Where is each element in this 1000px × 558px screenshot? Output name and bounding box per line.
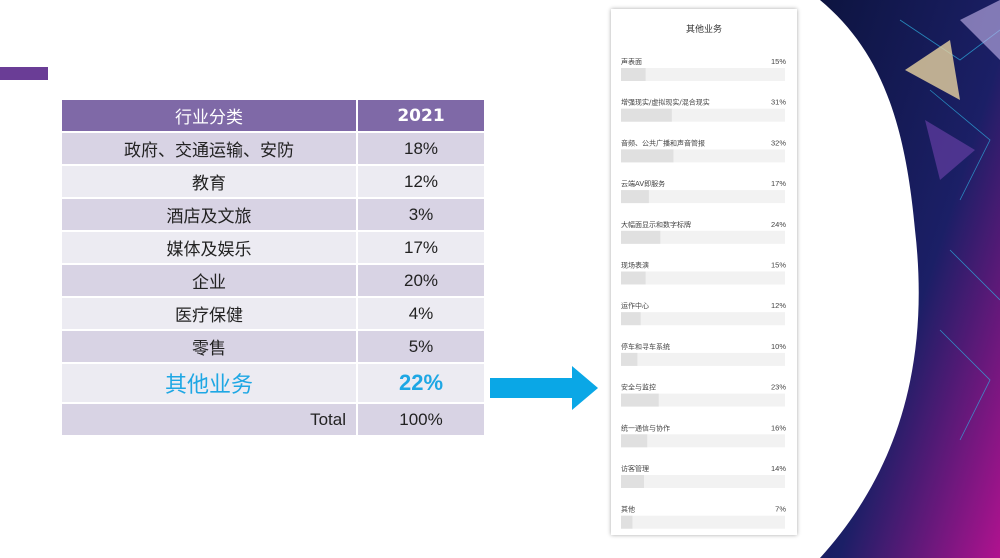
bar-track (621, 312, 785, 326)
bar-value-label: 7% (775, 505, 786, 514)
bar-value-label: 10% (771, 342, 786, 351)
total-label: Total (60, 402, 358, 437)
bar (621, 190, 649, 204)
bar-track (621, 68, 785, 81)
bar (621, 271, 646, 285)
bar (621, 352, 638, 366)
bar (621, 515, 633, 529)
row-category: 其他业务 (60, 362, 358, 404)
bar-value-label: 16% (771, 423, 786, 432)
bar (621, 312, 641, 326)
table-row-highlight: 其他业务 22% (60, 362, 486, 404)
bar-track (621, 230, 785, 244)
bar-track (621, 515, 785, 529)
bar-label: 现场表演 (621, 261, 649, 270)
chart-title: 其他业务 (686, 23, 722, 35)
row-value: 3% (356, 197, 486, 232)
table-row: 企业 20% (60, 263, 486, 298)
bar-value-label: 32% (771, 138, 786, 147)
bar-label: 运作中心 (621, 301, 649, 310)
bar-value-label: 24% (771, 220, 786, 229)
bar-track (621, 190, 785, 204)
row-value: 12% (356, 164, 486, 199)
table-header-row: 行业分类 2021 (60, 98, 486, 133)
table-row: 教育 12% (60, 164, 486, 199)
row-value: 5% (356, 329, 486, 364)
row-category: 企业 (60, 263, 358, 298)
row-category: 媒体及娱乐 (60, 230, 358, 265)
accent-bar (0, 67, 48, 80)
bar-label: 统一通信与协作 (621, 423, 670, 432)
bar-track (621, 393, 785, 407)
row-value: 4% (356, 296, 486, 331)
table-total-row: Total 100% (60, 402, 486, 437)
bar (621, 475, 644, 488)
bar-value-label: 17% (771, 179, 786, 188)
bar-label: 其他 (621, 505, 635, 514)
bar-value-label: 15% (771, 261, 786, 270)
bar-label: 访客管理 (621, 464, 649, 473)
industry-table: 行业分类 2021 政府、交通运输、安防 18% 教育 12% 酒店及文旅 3%… (60, 98, 486, 437)
row-value: 18% (356, 131, 486, 166)
bar-track (621, 475, 785, 488)
total-value: 100% (356, 402, 486, 437)
table-row: 政府、交通运输、安防 18% (60, 131, 486, 166)
bar (621, 434, 648, 448)
row-value: 17% (356, 230, 486, 265)
bar-label: 云端AV即服务 (621, 179, 665, 188)
row-category: 教育 (60, 164, 358, 199)
row-category: 酒店及文旅 (60, 197, 358, 232)
row-category: 零售 (60, 329, 358, 364)
row-category: 医疗保健 (60, 296, 358, 331)
bar-value-label: 12% (771, 301, 786, 310)
row-value: 22% (356, 362, 486, 404)
bar-label: 停车和寻车系统 (621, 342, 670, 351)
bar-value-label: 31% (771, 98, 786, 107)
right-arrow-icon (490, 366, 598, 410)
table-row: 医疗保健 4% (60, 296, 486, 331)
bar-value-label: 15% (771, 57, 786, 66)
header-category: 行业分类 (60, 98, 358, 133)
bar-track (621, 352, 785, 366)
bar-label: 安全与监控 (621, 383, 656, 392)
bar-label: 声表面 (621, 57, 642, 66)
bar (621, 68, 646, 81)
bar-label: 增强现实/虚拟现实/混合现实 (621, 98, 710, 107)
header-year: 2021 (356, 98, 486, 133)
bar-label: 音频、公共广播和声音管报 (621, 138, 705, 147)
row-value: 20% (356, 263, 486, 298)
bar-value-label: 14% (771, 464, 786, 473)
bar (621, 108, 672, 122)
bar (621, 230, 661, 244)
bar (621, 149, 674, 163)
table-row: 酒店及文旅 3% (60, 197, 486, 232)
row-category: 政府、交通运输、安防 (60, 131, 358, 166)
table-row: 零售 5% (60, 329, 486, 364)
table-row: 媒体及娱乐 17% (60, 230, 486, 265)
bar (621, 393, 659, 407)
bar-label: 大幅面显示和数字标牌 (621, 220, 691, 229)
bar-track (621, 434, 785, 448)
bar-track (621, 271, 785, 285)
chart-panel: 其他业务声表面 15% 增强现实/虚拟现实/混合现实 31% 音频、公共广播和声音管报 3… (611, 9, 797, 535)
bar-value-label: 23% (771, 383, 786, 392)
